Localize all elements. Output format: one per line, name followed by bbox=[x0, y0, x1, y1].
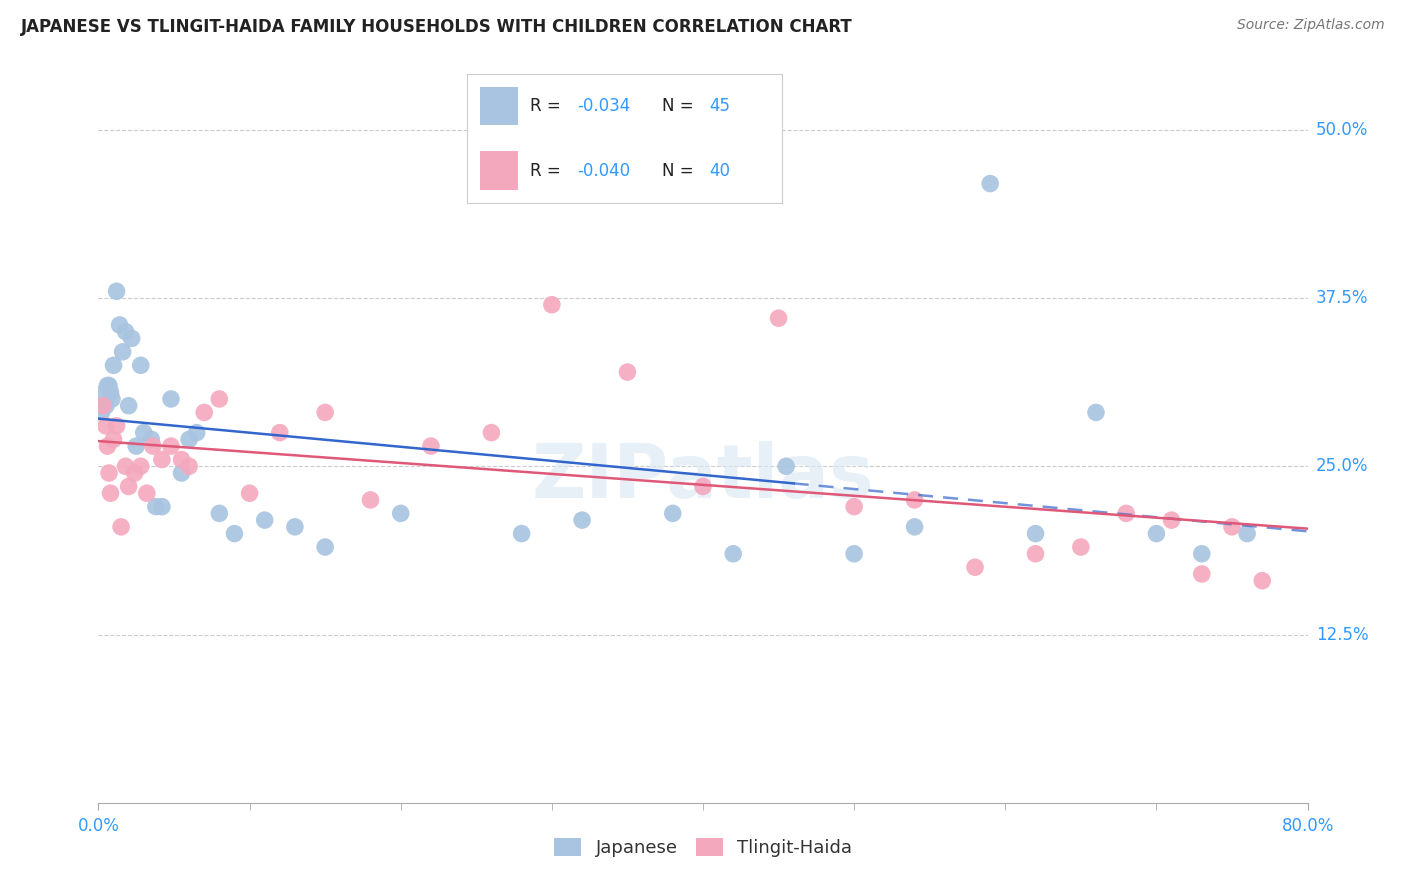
Point bbox=[616, 365, 638, 379]
Point bbox=[91, 399, 114, 413]
Point bbox=[170, 466, 193, 480]
Point bbox=[121, 331, 143, 345]
Point bbox=[224, 526, 246, 541]
Point bbox=[314, 405, 336, 419]
Point bbox=[179, 433, 201, 447]
Point bbox=[844, 500, 866, 514]
Point bbox=[1070, 540, 1092, 554]
Point bbox=[105, 418, 128, 433]
Point bbox=[110, 520, 132, 534]
Point bbox=[89, 399, 111, 413]
Point bbox=[108, 318, 131, 332]
Text: 37.5%: 37.5% bbox=[1316, 289, 1368, 307]
Text: JAPANESE VS TLINGIT-HAIDA FAMILY HOUSEHOLDS WITH CHILDREN CORRELATION CHART: JAPANESE VS TLINGIT-HAIDA FAMILY HOUSEHO… bbox=[21, 18, 853, 36]
Point bbox=[979, 177, 1001, 191]
Point bbox=[170, 452, 193, 467]
Text: 50.0%: 50.0% bbox=[1316, 120, 1368, 139]
Point bbox=[692, 479, 714, 493]
Point bbox=[1024, 526, 1046, 541]
Point bbox=[844, 547, 866, 561]
Point bbox=[360, 492, 382, 507]
Point bbox=[93, 385, 115, 400]
Point bbox=[141, 433, 163, 447]
Point bbox=[571, 513, 593, 527]
Point bbox=[269, 425, 291, 440]
Point bbox=[1251, 574, 1274, 588]
Point bbox=[253, 513, 276, 527]
Point bbox=[94, 399, 117, 413]
Text: 25.0%: 25.0% bbox=[1316, 458, 1368, 475]
Point bbox=[98, 378, 121, 392]
Point bbox=[160, 392, 183, 406]
Point bbox=[1085, 405, 1108, 419]
Point bbox=[100, 486, 122, 500]
Point bbox=[98, 466, 121, 480]
Point bbox=[124, 466, 146, 480]
Point bbox=[540, 298, 562, 312]
Point bbox=[193, 405, 215, 419]
Point bbox=[103, 359, 125, 373]
Point bbox=[132, 425, 155, 440]
Point bbox=[208, 507, 231, 521]
Point bbox=[118, 399, 141, 413]
Point bbox=[284, 520, 307, 534]
Point bbox=[904, 520, 927, 534]
Point bbox=[1191, 547, 1213, 561]
Point bbox=[1220, 520, 1243, 534]
Point bbox=[100, 385, 122, 400]
Point bbox=[1144, 526, 1167, 541]
Point bbox=[145, 500, 167, 514]
Point bbox=[101, 392, 124, 406]
Point bbox=[91, 399, 114, 413]
Point bbox=[96, 378, 118, 392]
Point bbox=[904, 492, 927, 507]
Point bbox=[129, 359, 152, 373]
Point bbox=[768, 311, 790, 326]
Point bbox=[723, 547, 745, 561]
Point bbox=[661, 507, 683, 521]
Point bbox=[1160, 513, 1182, 527]
Point bbox=[150, 500, 173, 514]
Point bbox=[179, 459, 201, 474]
Point bbox=[118, 479, 141, 493]
Text: 12.5%: 12.5% bbox=[1316, 625, 1368, 643]
Point bbox=[186, 425, 208, 440]
Point bbox=[1236, 526, 1258, 541]
Point bbox=[160, 439, 183, 453]
Point bbox=[103, 433, 125, 447]
Point bbox=[239, 486, 262, 500]
Point bbox=[114, 459, 136, 474]
Point bbox=[142, 439, 165, 453]
Point bbox=[90, 405, 112, 419]
Point bbox=[389, 507, 412, 521]
Point bbox=[129, 459, 152, 474]
Point bbox=[314, 540, 336, 554]
Point bbox=[1024, 547, 1046, 561]
Point bbox=[775, 459, 797, 474]
Text: Source: ZipAtlas.com: Source: ZipAtlas.com bbox=[1237, 18, 1385, 32]
Legend: Japanese, Tlingit-Haida: Japanese, Tlingit-Haida bbox=[547, 830, 859, 864]
Point bbox=[1115, 507, 1137, 521]
Point bbox=[150, 452, 173, 467]
Text: ZIPatlas: ZIPatlas bbox=[531, 441, 875, 514]
Point bbox=[1191, 566, 1213, 581]
Point bbox=[510, 526, 533, 541]
Point bbox=[114, 325, 136, 339]
Point bbox=[420, 439, 443, 453]
Point bbox=[96, 439, 118, 453]
Point bbox=[208, 392, 231, 406]
Point bbox=[125, 439, 148, 453]
Point bbox=[94, 418, 117, 433]
Point bbox=[481, 425, 503, 440]
Point bbox=[135, 486, 157, 500]
Point bbox=[111, 344, 134, 359]
Point bbox=[105, 285, 128, 299]
Point bbox=[965, 560, 987, 574]
